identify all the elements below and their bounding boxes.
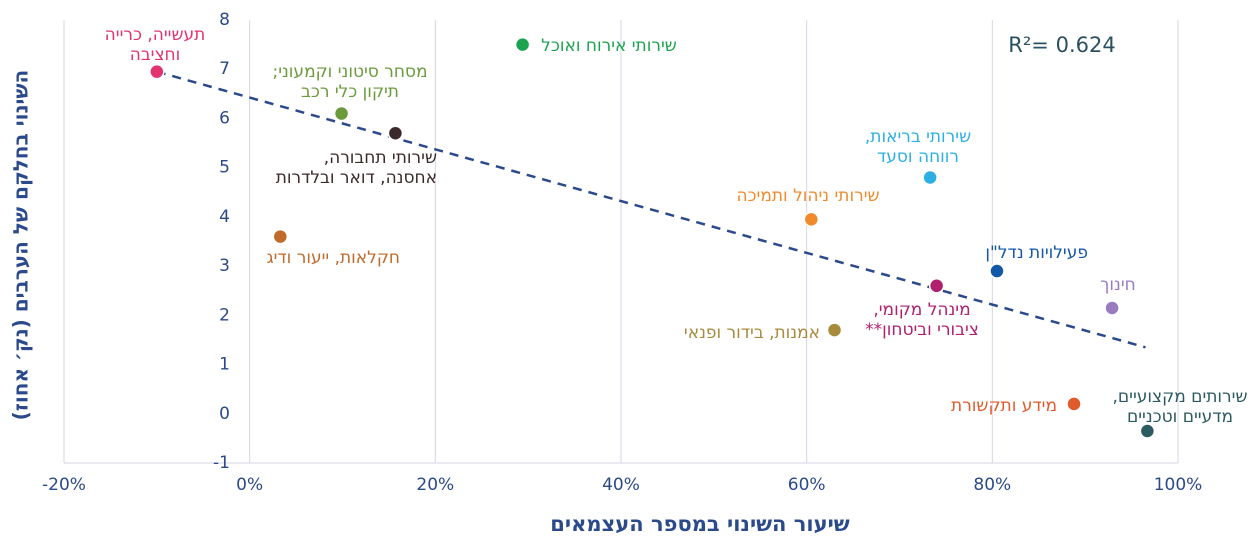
point-label: רווחה וסעד bbox=[877, 147, 959, 167]
point bbox=[514, 36, 531, 53]
x-tick-label: 40% bbox=[602, 475, 640, 495]
point bbox=[1139, 423, 1156, 439]
y-axis-title: השינוי בחלקם של הערבים (נק׳ אחוז) bbox=[9, 70, 33, 421]
point bbox=[1104, 300, 1120, 316]
point-label: מינהל מקומי, bbox=[873, 300, 970, 320]
point-label: אחסנה, דואר ובלדרות bbox=[276, 168, 437, 188]
x-tick-label: 60% bbox=[788, 475, 826, 495]
point bbox=[928, 278, 945, 294]
y-tick-label: 6 bbox=[219, 108, 230, 128]
point-label: אמנות, בידור ופנאי bbox=[684, 323, 820, 343]
y-tick-label: 8 bbox=[219, 10, 230, 30]
point-label: שירותים מקצועיים, bbox=[1113, 387, 1248, 407]
point-label: מדעיים וטכניים bbox=[1127, 407, 1233, 427]
x-tick-label: 100% bbox=[1154, 475, 1203, 495]
y-tick-label: 1 bbox=[219, 355, 230, 375]
y-tick-label: 5 bbox=[219, 158, 230, 178]
x-tick-label: -20% bbox=[42, 475, 86, 495]
point bbox=[922, 169, 938, 186]
y-tick-label: 4 bbox=[219, 207, 230, 227]
point bbox=[1066, 396, 1082, 412]
point-label: תיקון כלי רכב bbox=[301, 82, 399, 102]
point-label: שירותי בריאות, bbox=[865, 127, 971, 147]
point bbox=[149, 63, 165, 80]
point-label: פעילויות נדל"ן bbox=[985, 243, 1088, 263]
point bbox=[272, 228, 289, 245]
point bbox=[333, 105, 350, 122]
point-label: שירותי אירוח ואוכל bbox=[541, 36, 677, 56]
point-label: חינוך bbox=[1100, 275, 1135, 295]
point bbox=[989, 263, 1005, 279]
point bbox=[387, 125, 404, 141]
point bbox=[826, 322, 843, 338]
point-label: תעשייה, כרייה bbox=[105, 25, 206, 45]
y-tick-label: 2 bbox=[219, 305, 230, 325]
y-tick-label: -1 bbox=[213, 453, 230, 473]
point-label: שירותי ניהול ותמיכה bbox=[736, 186, 879, 206]
point-label: וחציבה bbox=[130, 45, 181, 65]
point-label: חקלאות, ייעור ודיג bbox=[267, 248, 400, 268]
y-tick-label: 0 bbox=[219, 404, 230, 424]
x-tick-label: 0% bbox=[236, 475, 263, 495]
r-squared: R²= 0.624 bbox=[1008, 33, 1115, 57]
point-label: מידע ותקשורת bbox=[951, 396, 1057, 416]
point-label: מסחר סיטוני וקמעוני; bbox=[272, 62, 427, 82]
point-label: שירותי תחבורה, bbox=[324, 148, 437, 168]
y-tick-label: 3 bbox=[219, 256, 230, 276]
y-tick-label: 7 bbox=[219, 59, 230, 79]
x-axis-title: שיעור השינוי במספר העצמאים bbox=[550, 512, 850, 536]
point-label: ציבורי וביטחון** bbox=[865, 320, 979, 340]
point bbox=[803, 211, 820, 228]
x-tick-label: 80% bbox=[973, 475, 1011, 495]
trendline bbox=[156, 70, 1146, 349]
x-tick-label: 20% bbox=[416, 475, 454, 495]
